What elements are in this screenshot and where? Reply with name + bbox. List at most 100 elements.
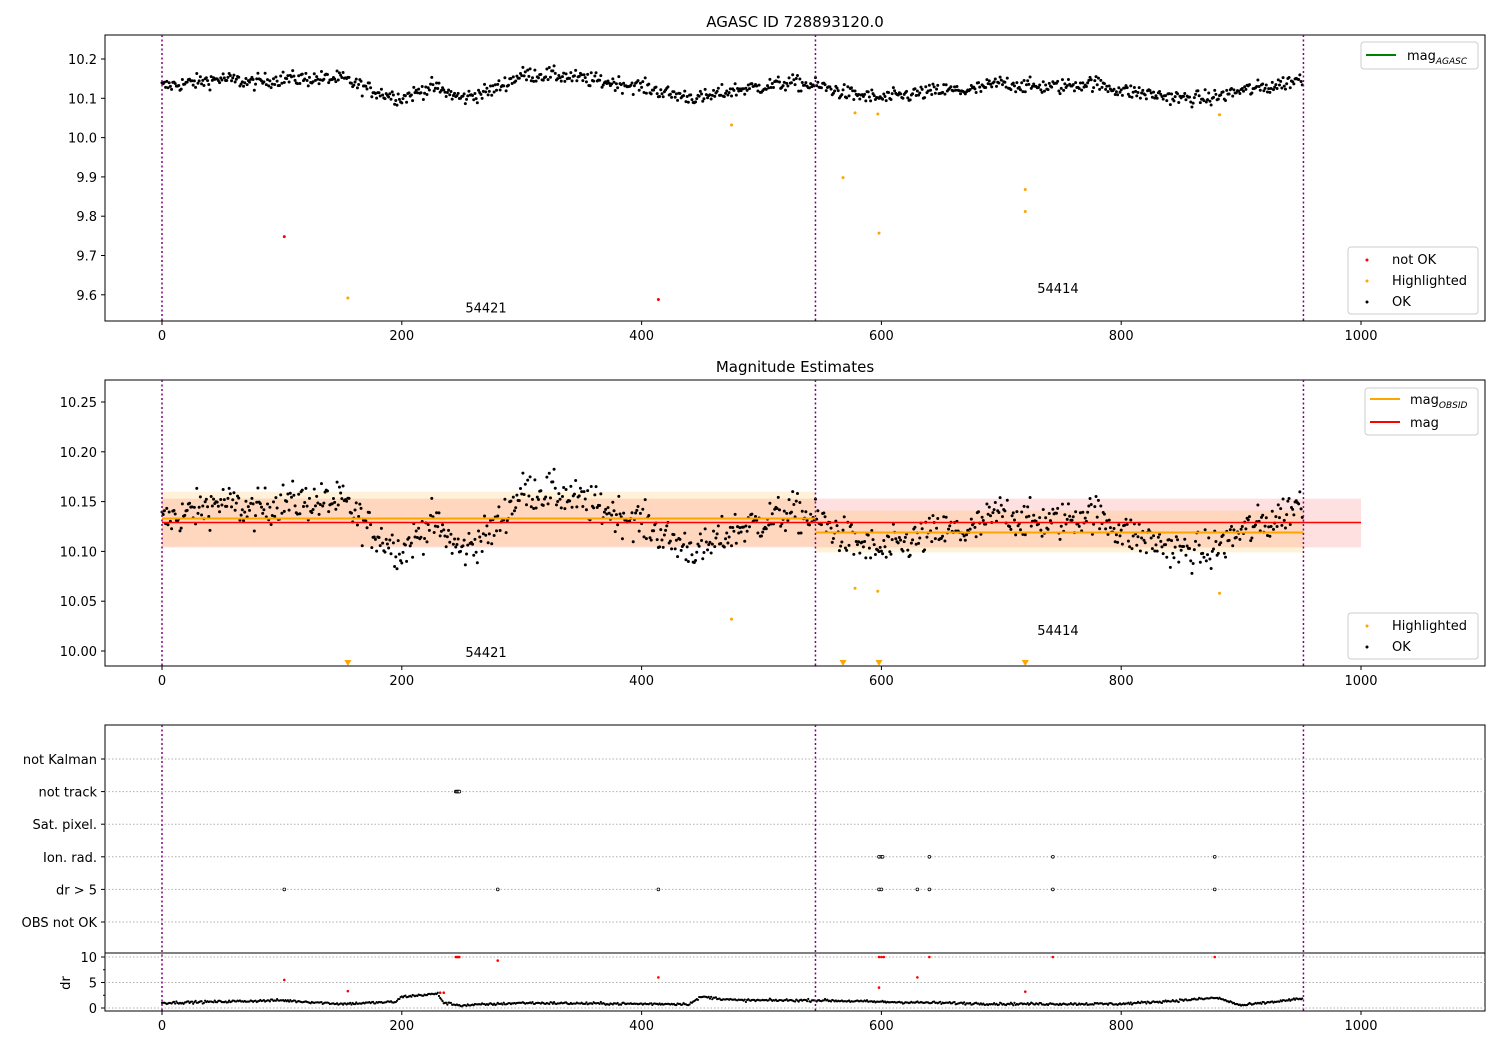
ok-point [1144, 97, 1148, 101]
ok-point [962, 534, 966, 538]
ok-point [683, 531, 687, 535]
ok-point [630, 511, 634, 515]
ok-point [731, 525, 735, 529]
ok-point [432, 531, 436, 535]
ok-point [954, 88, 958, 92]
ok-point [1191, 562, 1195, 566]
ok-point [1153, 549, 1157, 553]
ok-point [373, 537, 377, 541]
ok-point [286, 492, 290, 496]
ok-point [532, 507, 536, 511]
ok-point [1023, 533, 1027, 537]
ok-point [1201, 551, 1205, 555]
ok-point [431, 515, 435, 519]
ok-point [736, 525, 740, 529]
ok-point [389, 552, 393, 556]
ok-point [775, 507, 779, 511]
dr-point [293, 999, 297, 1002]
ok-point [792, 503, 796, 507]
ok-point [195, 71, 199, 75]
highlighted-point [876, 589, 880, 593]
ok-point [1292, 513, 1296, 517]
legend-marker [1365, 624, 1369, 628]
ok-point [786, 518, 790, 522]
legend-points [1347, 612, 1479, 660]
ok-point [1126, 539, 1130, 543]
ok-point [581, 79, 585, 83]
ok-point [911, 538, 915, 542]
ok-point [243, 510, 247, 514]
ok-point [1172, 556, 1176, 560]
ok-point [467, 89, 471, 93]
panel2-ytick-label: 10.15 [60, 496, 97, 511]
ok-point [607, 511, 611, 515]
ok-point [980, 515, 984, 519]
ok-point [467, 531, 471, 535]
ok-point [931, 514, 935, 518]
ok-point [379, 87, 383, 91]
ok-point [977, 510, 981, 514]
ok-point [883, 545, 887, 549]
ok-point [1261, 513, 1265, 517]
panel1-xtick-label: 800 [1109, 329, 1134, 344]
ok-point [210, 504, 214, 508]
ok-point [552, 64, 556, 68]
ok-point [702, 551, 706, 555]
ok-point [1207, 91, 1211, 95]
ok-point [387, 546, 391, 550]
dr-point [1262, 1001, 1265, 1004]
ok-point [804, 81, 808, 85]
ok-point [1020, 81, 1024, 85]
ok-point [1234, 535, 1238, 539]
ok-point [857, 93, 861, 97]
ok-point [1192, 548, 1196, 552]
ok-point [272, 500, 276, 504]
ok-point [1046, 88, 1050, 92]
ok-point [192, 79, 196, 83]
ok-point [339, 73, 343, 77]
ok-point [1124, 517, 1128, 521]
ok-point [1197, 543, 1201, 547]
ok-point [164, 85, 168, 89]
ok-point [991, 511, 995, 515]
ok-point [1190, 571, 1194, 575]
ok-point [997, 511, 1001, 515]
ok-point [1268, 534, 1272, 538]
ok-point [701, 557, 705, 561]
panel1-ytick-label: 10.2 [68, 53, 97, 68]
ok-point [562, 71, 566, 75]
ok-point [799, 531, 803, 535]
ok-point [1214, 92, 1218, 96]
ok-point [1298, 73, 1302, 77]
ok-point [304, 71, 308, 75]
ok-point [378, 94, 382, 98]
ok-point [1028, 75, 1032, 79]
ok-point [1197, 94, 1201, 98]
ok-point [1114, 90, 1118, 94]
ok-point [791, 490, 795, 494]
ok-point [1267, 87, 1271, 91]
flag-point [1051, 887, 1055, 892]
ok-point [478, 535, 482, 539]
ok-point [1056, 79, 1060, 83]
flags-ytick-label: Ion. rad. [43, 851, 97, 866]
ok-point [325, 72, 329, 76]
ok-point [554, 503, 558, 507]
ok-point [636, 504, 640, 508]
ok-point [757, 83, 761, 87]
ok-point [1190, 105, 1194, 109]
ok-point [325, 489, 329, 493]
ok-point [1107, 518, 1111, 522]
ok-point [364, 519, 368, 523]
ok-point [594, 485, 598, 489]
flag-point [1212, 854, 1217, 859]
ok-point [951, 89, 955, 93]
ok-point [659, 528, 663, 532]
ok-point [1040, 90, 1044, 94]
ok-point [973, 525, 977, 529]
ok-point [644, 91, 648, 95]
ok-point [695, 97, 699, 101]
ok-point [530, 76, 534, 80]
ok-point [496, 82, 500, 86]
